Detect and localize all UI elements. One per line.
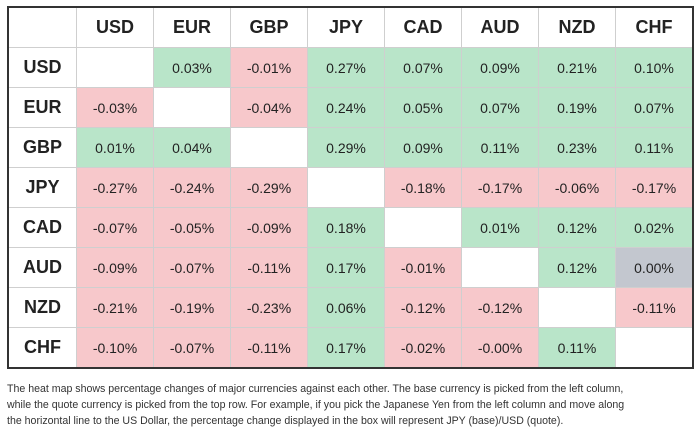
value-cell: -0.07% <box>153 247 231 288</box>
value-cell: -0.11% <box>615 287 694 328</box>
empty-cell <box>538 287 616 328</box>
value-cell: 0.17% <box>307 327 385 369</box>
empty-cell <box>307 167 385 208</box>
value-cell: -0.21% <box>76 287 154 328</box>
column-header: GBP <box>230 6 308 48</box>
column-header: AUD <box>461 6 539 48</box>
value-cell: -0.07% <box>153 327 231 369</box>
value-cell: -0.03% <box>76 87 154 128</box>
column-header: CAD <box>384 6 462 48</box>
value-cell: 0.05% <box>384 87 462 128</box>
value-cell: -0.27% <box>76 167 154 208</box>
value-cell: -0.06% <box>538 167 616 208</box>
value-cell: -0.12% <box>461 287 539 328</box>
value-cell: 0.03% <box>153 47 231 88</box>
empty-cell <box>153 87 231 128</box>
value-cell: -0.01% <box>384 247 462 288</box>
value-cell: -0.07% <box>76 207 154 248</box>
value-cell: 0.12% <box>538 247 616 288</box>
row-header: AUD <box>7 247 77 288</box>
description-line: while the quote currency is picked from … <box>7 399 625 411</box>
value-cell: 0.18% <box>307 207 385 248</box>
table-row: USD 0.03% -0.01% 0.27% 0.07% 0.09% 0.21% 0.10% <box>7 47 694 88</box>
value-cell: -0.17% <box>615 167 694 208</box>
value-cell: -0.11% <box>230 327 308 369</box>
value-cell: -0.12% <box>384 287 462 328</box>
table-row: NZD -0.21% -0.19% -0.23% 0.06% -0.12% -0.12% -0… <box>7 287 694 328</box>
value-cell: -0.00% <box>461 327 539 369</box>
row-header: JPY <box>7 167 77 208</box>
empty-cell <box>384 207 462 248</box>
value-cell: 0.12% <box>538 207 616 248</box>
value-cell: 0.17% <box>307 247 385 288</box>
row-header: NZD <box>7 287 77 328</box>
value-cell: 0.06% <box>307 287 385 328</box>
table-row: GBP 0.01% 0.04% 0.29% 0.09% 0.11% 0.23% 0.11% <box>7 127 694 168</box>
value-cell: -0.01% <box>230 47 308 88</box>
value-cell: 0.21% <box>538 47 616 88</box>
empty-cell <box>461 247 539 288</box>
value-cell: 0.09% <box>384 127 462 168</box>
value-cell: 0.24% <box>307 87 385 128</box>
value-cell: -0.18% <box>384 167 462 208</box>
value-cell: 0.07% <box>615 87 694 128</box>
row-header: CAD <box>7 207 77 248</box>
row-header: USD <box>7 47 77 88</box>
header-row: USD EUR GBP JPY CAD AUD NZD CHF <box>7 6 694 48</box>
value-cell: 0.09% <box>461 47 539 88</box>
column-header: NZD <box>538 6 616 48</box>
table-row: CHF -0.10% -0.07% -0.11% 0.17% -0.02% -0.00% 0.… <box>7 327 694 369</box>
table-row: AUD -0.09% -0.07% -0.11% 0.17% -0.01% 0.12% 0.0… <box>7 247 694 288</box>
description: The heat map shows percentage changes of… <box>7 381 693 429</box>
heatmap-table: USD EUR GBP JPY CAD AUD NZD CHF USD 0.03% -0.01% 0.… <box>7 6 694 369</box>
table-row: EUR -0.03% -0.04% 0.24% 0.05% 0.07% 0.19% 0.07% <box>7 87 694 128</box>
value-cell: -0.19% <box>153 287 231 328</box>
value-cell: 0.11% <box>461 127 539 168</box>
value-cell: -0.17% <box>461 167 539 208</box>
value-cell: -0.09% <box>230 207 308 248</box>
value-cell: -0.29% <box>230 167 308 208</box>
row-header: CHF <box>7 327 77 369</box>
value-cell: 0.00% <box>615 247 694 288</box>
value-cell: 0.11% <box>538 327 616 369</box>
value-cell: -0.10% <box>76 327 154 369</box>
column-header: JPY <box>307 6 385 48</box>
description-line: the horizontal line to the US Dollar, th… <box>7 415 564 427</box>
value-cell: 0.07% <box>384 47 462 88</box>
value-cell: 0.02% <box>615 207 694 248</box>
value-cell: 0.10% <box>615 47 694 88</box>
value-cell: -0.02% <box>384 327 462 369</box>
value-cell: 0.11% <box>615 127 694 168</box>
column-header: CHF <box>615 6 694 48</box>
heatmap: USD EUR GBP JPY CAD AUD NZD CHF USD 0.03% -0.01% 0.… <box>7 6 694 369</box>
table-row: CAD -0.07% -0.05% -0.09% 0.18% 0.01% 0.12% 0.02… <box>7 207 694 248</box>
value-cell: 0.19% <box>538 87 616 128</box>
column-header: USD <box>76 6 154 48</box>
value-cell: 0.07% <box>461 87 539 128</box>
value-cell: 0.29% <box>307 127 385 168</box>
row-header: GBP <box>7 127 77 168</box>
empty-cell <box>230 127 308 168</box>
value-cell: 0.01% <box>461 207 539 248</box>
column-header: EUR <box>153 6 231 48</box>
row-header: EUR <box>7 87 77 128</box>
value-cell: 0.27% <box>307 47 385 88</box>
value-cell: 0.04% <box>153 127 231 168</box>
corner-cell <box>7 6 77 48</box>
value-cell: -0.09% <box>76 247 154 288</box>
description-line: The heat map shows percentage changes of… <box>7 383 624 395</box>
value-cell: -0.23% <box>230 287 308 328</box>
empty-cell <box>76 47 154 88</box>
value-cell: -0.24% <box>153 167 231 208</box>
value-cell: 0.23% <box>538 127 616 168</box>
table-row: JPY -0.27% -0.24% -0.29% -0.18% -0.17% -0.06% -… <box>7 167 694 208</box>
value-cell: -0.04% <box>230 87 308 128</box>
value-cell: 0.01% <box>76 127 154 168</box>
value-cell: -0.05% <box>153 207 231 248</box>
empty-cell <box>615 327 694 369</box>
value-cell: -0.11% <box>230 247 308 288</box>
